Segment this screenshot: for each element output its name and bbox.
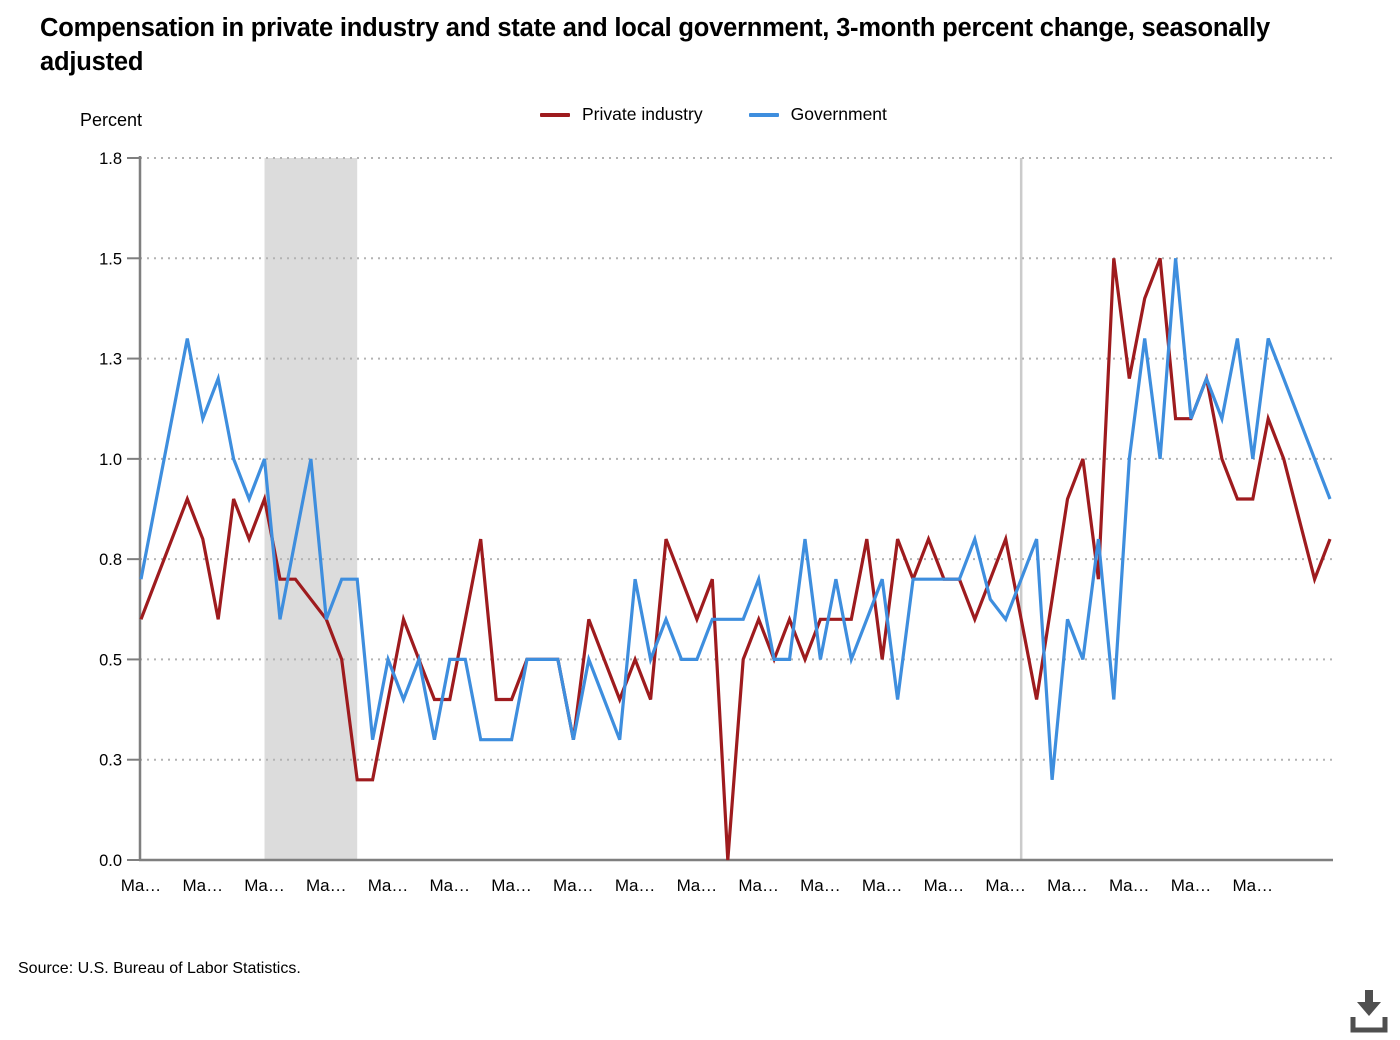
line-chart: 0.0 0.3 0.5 0.8 1.0 1.3 1.5 1.8 Ma… Ma… Ma… Ma… Ma… M…	[99, 150, 1333, 895]
legend-label: Government	[790, 104, 887, 124]
page-title: Compensation in private industry and sta…	[40, 14, 1270, 76]
y-tick-label: 0.8	[99, 551, 122, 569]
y-tick-label: 1.0	[99, 451, 122, 469]
chart-area: 0.0 0.3 0.5 0.8 1.0 1.3 1.5 1.8 Ma… Ma… Ma… Ma… Ma… M…	[99, 150, 1333, 895]
legend-label: Private industry	[582, 104, 703, 124]
legend-swatch-government	[748, 112, 779, 117]
download-button[interactable]	[1348, 988, 1394, 1036]
x-tick-label: Ma…	[924, 876, 965, 895]
x-tick-label: Ma…	[1109, 876, 1150, 895]
x-tick-label: Ma…	[1232, 876, 1273, 895]
download-icon	[1350, 990, 1388, 1033]
x-tick-label: Ma…	[121, 876, 162, 895]
x-tick-label: Ma…	[862, 876, 903, 895]
legend-swatch-private-industry	[540, 112, 570, 117]
government-line	[139, 258, 1332, 780]
y-tick-label: 0.0	[99, 852, 122, 870]
recession-band	[264, 158, 358, 860]
y-tick-label: 0.3	[99, 752, 122, 770]
legend-item-private-industry: Private industry	[540, 104, 703, 125]
y-tick-label: 1.3	[99, 351, 122, 369]
x-tick-label: Ma…	[1047, 876, 1088, 895]
x-tick-label: Ma…	[738, 876, 779, 895]
x-tick-label: Ma…	[553, 876, 594, 895]
y-axis-title: Percent	[80, 110, 143, 130]
x-tick-label: Ma…	[182, 876, 223, 895]
source-note: Source: U.S. Bureau of Labor Statistics.	[18, 960, 301, 977]
x-tick-label: Ma…	[430, 876, 471, 895]
legend-item-government: Government	[748, 104, 887, 125]
x-tick-label: Ma…	[1171, 876, 1212, 895]
x-tick-label: Ma…	[306, 876, 347, 895]
x-tick-label: Ma…	[491, 876, 532, 895]
x-tick-label: Ma…	[800, 876, 841, 895]
x-tick-label: Ma…	[985, 876, 1026, 895]
x-tick-label: Ma…	[244, 876, 285, 895]
private-industry-line	[139, 257, 1332, 861]
y-tick-label: 1.8	[99, 150, 122, 168]
legend: Private industry Government	[540, 104, 887, 125]
x-tick-label: Ma…	[615, 876, 656, 895]
x-tick-label: Ma…	[368, 876, 409, 895]
x-tick-label: Ma…	[677, 876, 718, 895]
y-tick-label: 0.5	[99, 651, 122, 669]
y-tick-label: 1.5	[99, 250, 122, 268]
